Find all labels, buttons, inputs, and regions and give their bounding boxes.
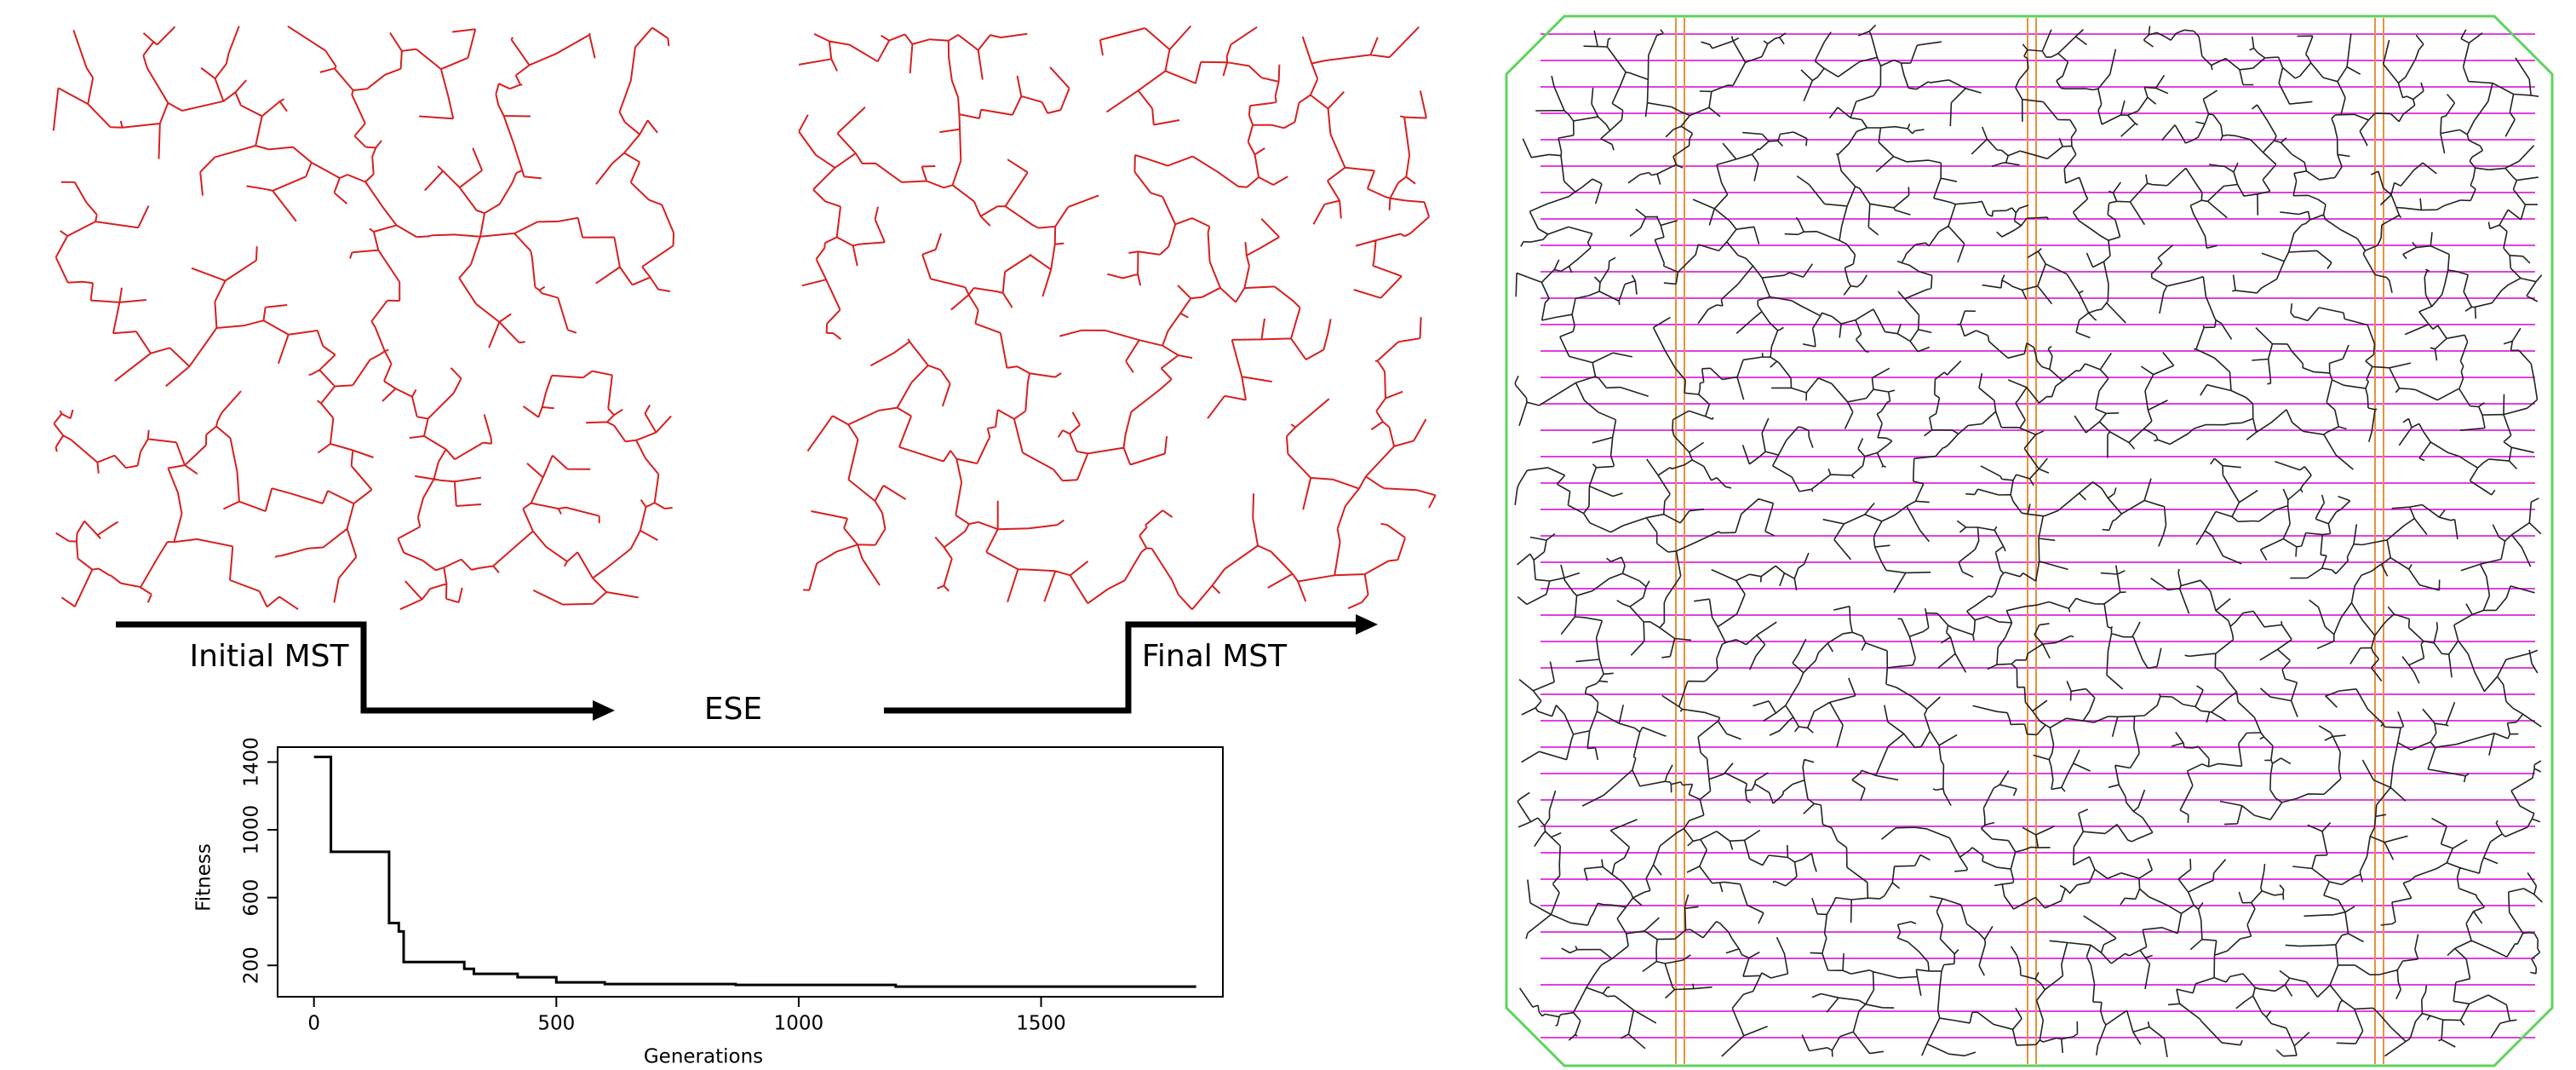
- x-tick-label: 1500: [1016, 1013, 1066, 1035]
- arrow: [884, 624, 1359, 710]
- left-tree-group: [54, 26, 674, 610]
- mst-edges: [799, 26, 1436, 610]
- arrow-head: [1356, 614, 1378, 635]
- y-tick-label: 1400: [241, 737, 263, 787]
- ese-label: ESE: [704, 692, 762, 727]
- fitness-line: [314, 757, 1196, 987]
- y-axis-label: Fitness: [193, 843, 215, 912]
- x-tick-label: 500: [537, 1013, 575, 1035]
- figure: Initial MST ESE Final MST Generations Fi…: [0, 0, 2576, 1070]
- arrow: [116, 624, 596, 710]
- y-tick-label: 200: [241, 946, 263, 984]
- panel-outline: [1506, 16, 2552, 1066]
- arrow-head: [593, 700, 615, 721]
- plot-box: [278, 747, 1223, 997]
- mst-edges: [54, 26, 674, 610]
- panel-tree: [1515, 25, 2542, 1057]
- initial-label: Initial MST: [190, 639, 350, 674]
- y-tick-label: 600: [241, 879, 263, 917]
- panel-group: [1506, 16, 2552, 1066]
- final-label: Final MST: [1142, 639, 1288, 674]
- y-tick-label: 1000: [241, 805, 263, 855]
- right-tree-group: [799, 26, 1436, 610]
- x-axis-label: Generations: [644, 1046, 763, 1068]
- x-tick-label: 1000: [774, 1013, 824, 1035]
- x-tick-label: 0: [307, 1013, 320, 1035]
